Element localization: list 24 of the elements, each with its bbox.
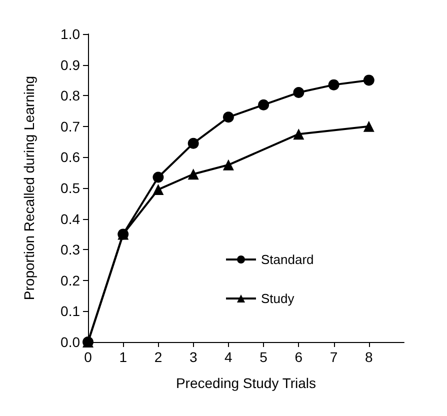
x-tick-label: 6 xyxy=(294,349,303,365)
y-tick-label: 0.8 xyxy=(60,88,80,104)
x-axis-title: Preceding Study Trials xyxy=(176,375,316,391)
x-tick-label: 4 xyxy=(224,349,233,365)
x-tick-label: 3 xyxy=(189,349,198,365)
y-axis-title: Proportion Recalled during Learning xyxy=(21,76,37,300)
x-tick-label: 2 xyxy=(154,349,162,365)
y-tick-label: 1.0 xyxy=(60,26,80,42)
x-tick-label: 0 xyxy=(84,349,92,365)
legend-label: Standard xyxy=(261,252,314,267)
y-tick-label: 0.9 xyxy=(60,56,80,73)
y-tick-label: 0.4 xyxy=(60,210,80,227)
y-tick-label: 0.2 xyxy=(60,272,80,288)
y-tick-label: 0.1 xyxy=(60,303,80,320)
x-tick-label: 8 xyxy=(364,349,373,365)
y-tick-label: 0.7 xyxy=(60,118,80,134)
y-tick-label: 0.6 xyxy=(60,149,80,166)
x-tick-label: 7 xyxy=(330,349,338,365)
y-tick-label: 0.5 xyxy=(60,180,80,196)
y-tick-label: 0.3 xyxy=(60,242,80,258)
y-tick-label: 0.0 xyxy=(60,334,80,350)
legend-label: Study xyxy=(261,291,295,306)
x-tick-label: 1 xyxy=(119,349,128,365)
x-tick-label: 5 xyxy=(260,349,268,365)
